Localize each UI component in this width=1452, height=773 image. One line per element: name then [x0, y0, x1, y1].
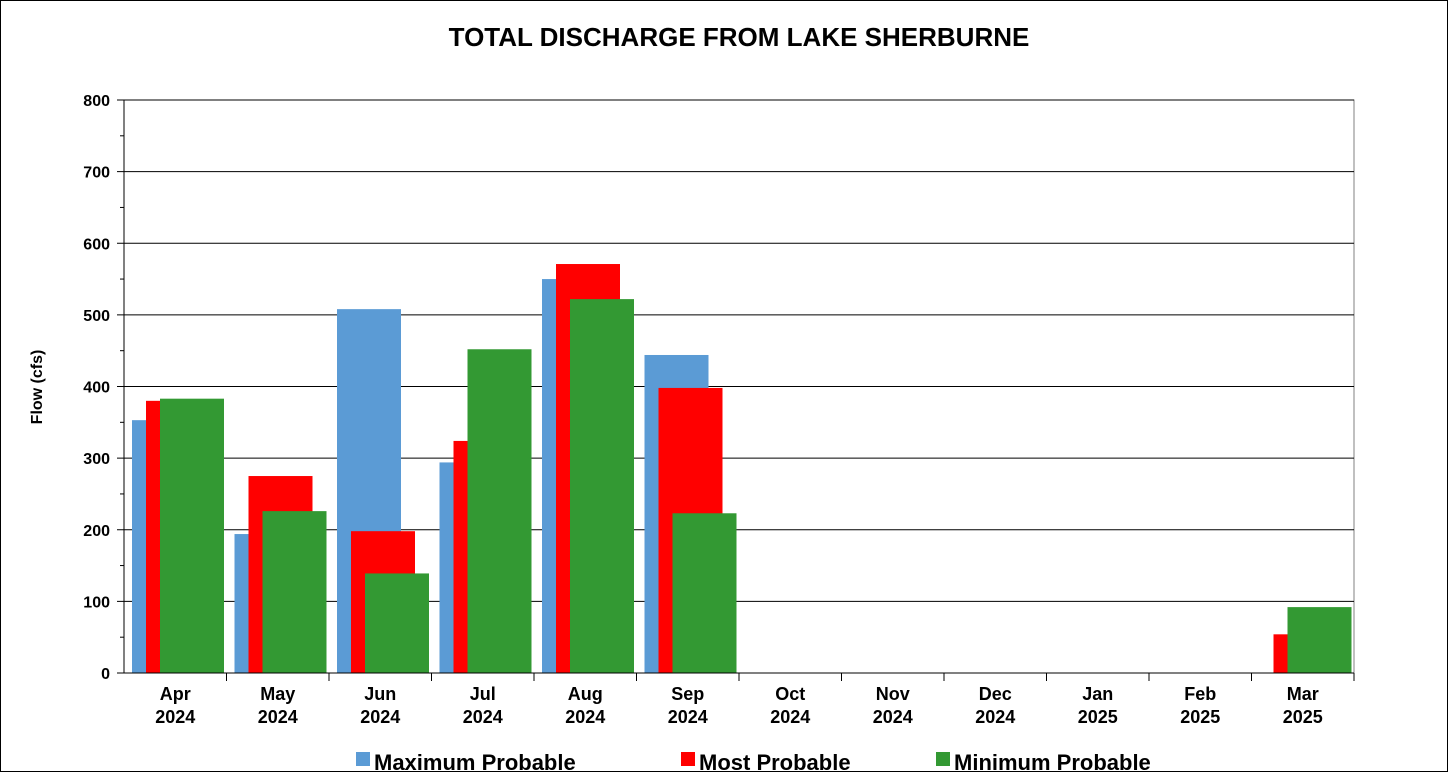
x-tick-label: Apr 2024	[155, 684, 195, 727]
y-tick-label: 400	[83, 380, 110, 397]
y-tick-label: 200	[83, 523, 110, 540]
x-tick-label: Nov 2024	[873, 684, 913, 727]
y-tick-label: 600	[83, 236, 110, 253]
x-tick-label: Sep 2024	[668, 684, 708, 727]
legend-swatch	[356, 752, 370, 766]
legend-label: Maximum Probable	[374, 750, 576, 773]
legend-label: Most Probable	[699, 750, 851, 773]
x-tick-label: Mar 2025	[1283, 684, 1323, 727]
x-tick-label: Aug 2024	[565, 684, 605, 727]
x-tick-label: Jun 2024	[360, 684, 400, 727]
bar	[160, 398, 224, 673]
y-tick-label: 100	[83, 594, 110, 611]
y-tick-label: 800	[83, 93, 110, 110]
y-tick-label: 500	[83, 308, 110, 325]
bar	[570, 299, 634, 673]
x-tick-label: Jul 2024	[463, 684, 503, 727]
y-axis-label: Flow (cfs)	[29, 350, 46, 425]
y-tick-label: 0	[101, 666, 110, 683]
x-tick-label: Dec 2024	[975, 684, 1015, 727]
bar	[1287, 607, 1352, 673]
bar	[672, 513, 737, 673]
x-tick-label: Oct 2024	[770, 684, 810, 727]
chart-title: TOTAL DISCHARGE FROM LAKE SHERBURNE	[449, 22, 1030, 52]
bar	[262, 511, 327, 673]
x-tick-label: Feb 2025	[1180, 684, 1220, 727]
x-tick-label: Jan 2025	[1078, 684, 1118, 727]
bar	[365, 573, 429, 673]
x-tick-label: May 2024	[258, 684, 298, 727]
y-tick-label: 700	[83, 165, 110, 182]
legend-swatch	[681, 752, 695, 766]
bar	[467, 349, 532, 673]
legend-swatch	[936, 752, 950, 766]
y-tick-label: 300	[83, 451, 110, 468]
legend-label: Minimum Probable	[954, 750, 1151, 773]
